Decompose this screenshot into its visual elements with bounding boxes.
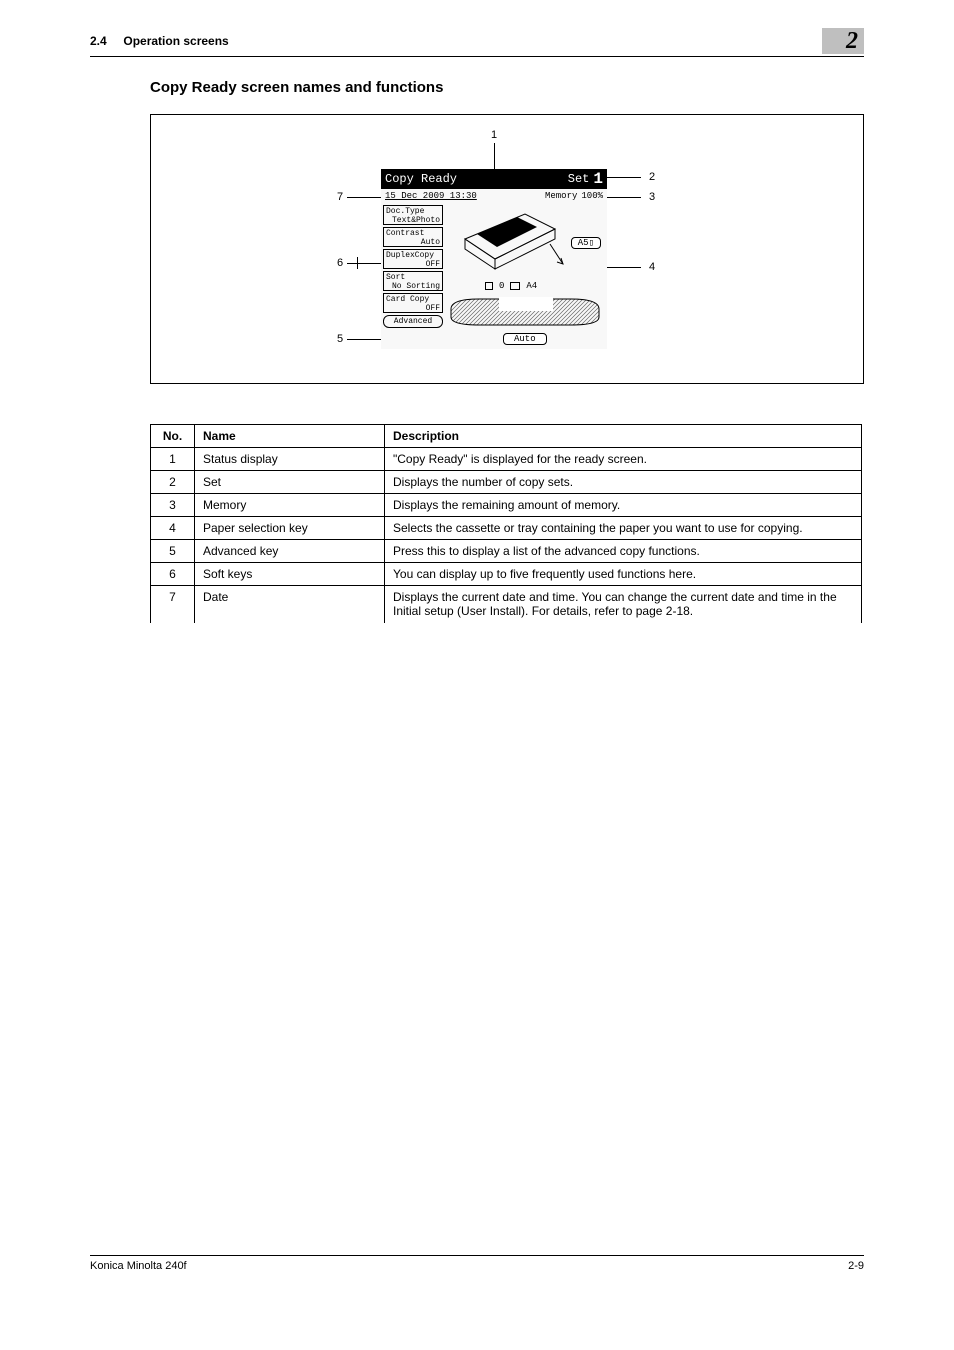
cell-no: 5 [151, 540, 195, 563]
callout-7: 7 [337, 191, 343, 203]
cell-name: Paper selection key [195, 517, 385, 540]
cell-name: Memory [195, 494, 385, 517]
lcd-screenshot: Copy Ready Set 1 15 Dec 2009 13:30 Memor… [381, 169, 607, 349]
softkey-value: OFF [386, 304, 440, 313]
callout-4: 4 [649, 261, 655, 273]
cell-name: Status display [195, 448, 385, 471]
section-title: Copy Ready screen names and functions [150, 79, 864, 96]
cell-name: Soft keys [195, 563, 385, 586]
col-name: Name [195, 425, 385, 448]
softkey-label: Contrast [386, 229, 440, 238]
table-row: 5 Advanced key Press this to display a l… [151, 540, 862, 563]
callout-2: 2 [649, 171, 655, 183]
page-header: 2.4 Operation screens 2 [90, 28, 864, 57]
hatch-pattern [449, 297, 601, 327]
set-label: Set [568, 172, 590, 186]
softkey-card-copy[interactable]: Card Copy OFF [383, 293, 443, 313]
callout-line [494, 143, 495, 169]
softkey-value: Auto [386, 238, 440, 247]
status-display: Copy Ready [385, 172, 457, 186]
cell-desc: You can display up to five frequently us… [385, 563, 862, 586]
paper-selection-key[interactable]: A5▯ [571, 237, 601, 249]
callout-3: 3 [649, 191, 655, 203]
cell-no: 2 [151, 471, 195, 494]
softkeys-column: Doc.Type Text&Photo Contrast Auto Duplex… [381, 203, 445, 349]
cell-name: Date [195, 586, 385, 623]
lcd-titlebar: Copy Ready Set 1 [381, 169, 607, 189]
softkey-label: Doc.Type [386, 207, 440, 216]
table-header-row: No. Name Description [151, 425, 862, 448]
cell-desc: Displays the current date and time. You … [385, 586, 862, 623]
cassette-num: 0 [499, 281, 504, 291]
cell-name: Set [195, 471, 385, 494]
cell-name: Advanced key [195, 540, 385, 563]
cell-desc: Selects the cassette or tray containing … [385, 517, 862, 540]
softkey-label: DuplexCopy [386, 251, 440, 260]
set-value: 1 [593, 170, 603, 188]
table-row: 4 Paper selection key Selects the casset… [151, 517, 862, 540]
section-number: 2.4 [90, 34, 107, 48]
tray-icon [510, 282, 520, 290]
figure-frame: 1 2 3 4 7 6 5 Copy Ready Set 1 [150, 114, 864, 384]
spec-table: No. Name Description 1 Status display "C… [150, 424, 862, 623]
table-row: 2 Set Displays the number of copy sets. [151, 471, 862, 494]
softkey-sort[interactable]: Sort No Sorting [383, 271, 443, 291]
table-row: 3 Memory Displays the remaining amount o… [151, 494, 862, 517]
auto-key[interactable]: Auto [503, 333, 547, 345]
softkey-value: No Sorting [386, 282, 440, 291]
cell-desc: Displays the number of copy sets. [385, 471, 862, 494]
callout-6: 6 [337, 257, 343, 269]
callout-line [357, 257, 358, 269]
cell-no: 4 [151, 517, 195, 540]
chapter-badge: 2 [822, 28, 864, 54]
softkey-label: Card Copy [386, 295, 440, 304]
cell-desc: "Copy Ready" is displayed for the ready … [385, 448, 862, 471]
softkey-label: Sort [386, 273, 440, 282]
cassette-indicator: 0 A4 [485, 281, 537, 291]
page-footer: Konica Minolta 240f 2-9 [90, 1255, 864, 1272]
cell-no: 3 [151, 494, 195, 517]
chapter-number: 2 [846, 28, 858, 54]
col-no: No. [151, 425, 195, 448]
cell-no: 6 [151, 563, 195, 586]
col-desc: Description [385, 425, 862, 448]
softkey-value: OFF [386, 260, 440, 269]
callout-line [605, 197, 641, 198]
callout-5: 5 [337, 333, 343, 345]
lcd-info-row: 15 Dec 2009 13:30 Memory 100% [381, 189, 607, 203]
footer-left: Konica Minolta 240f [90, 1260, 187, 1272]
section-name: Operation screens [123, 34, 228, 48]
cassette-size: A4 [526, 281, 537, 291]
softkey-duplex[interactable]: DuplexCopy OFF [383, 249, 443, 269]
cell-no: 1 [151, 448, 195, 471]
cell-desc: Press this to display a list of the adva… [385, 540, 862, 563]
softkey-doc-type[interactable]: Doc.Type Text&Photo [383, 205, 443, 225]
output-slot-icon [485, 282, 493, 290]
callout-1: 1 [491, 129, 497, 141]
auto-label: Auto [514, 334, 536, 344]
cell-no: 7 [151, 586, 195, 623]
paper-key-label: A5▯ [578, 238, 594, 248]
table-row: 7 Date Displays the current date and tim… [151, 586, 862, 623]
callout-line [347, 263, 381, 264]
header-left: 2.4 Operation screens [90, 34, 229, 48]
advanced-label: Advanced [394, 317, 432, 326]
callout-line [347, 339, 381, 340]
table-row: 1 Status display "Copy Ready" is display… [151, 448, 862, 471]
cell-desc: Displays the remaining amount of memory. [385, 494, 862, 517]
memory-value: 100% [581, 191, 603, 201]
footer-right: 2-9 [848, 1260, 864, 1272]
softkey-value: Text&Photo [386, 216, 440, 225]
date-display: 15 Dec 2009 13:30 [385, 191, 477, 201]
advanced-key[interactable]: Advanced [383, 315, 443, 328]
table-row: 6 Soft keys You can display up to five f… [151, 563, 862, 586]
lcd-preview: A5▯ 0 A4 [445, 203, 607, 349]
callout-line [607, 267, 641, 268]
memory-label: Memory [545, 191, 577, 201]
softkey-contrast[interactable]: Contrast Auto [383, 227, 443, 247]
scanner-icon [455, 209, 565, 279]
